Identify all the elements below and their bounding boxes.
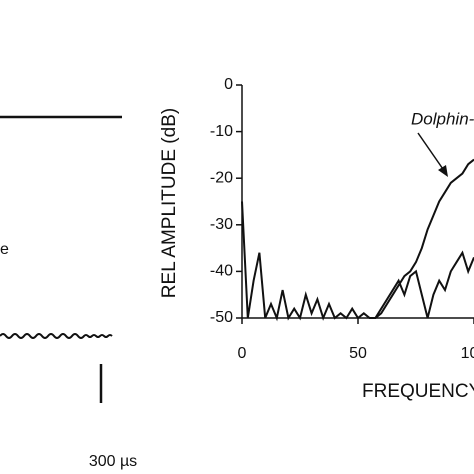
arrow [417,132,446,173]
x-tick-label: 50 [349,345,367,362]
y-tick-label: -30 [210,216,233,233]
y-tick-label: -50 [210,309,233,326]
waveform [0,333,113,339]
y-tick-label: -10 [210,123,233,140]
y-axis-label: REL AMPLITUDE (dB) [159,108,180,298]
series-line [241,201,474,322]
series-line [374,158,474,319]
x-tick-label: 100 [461,345,474,362]
y-tick-label: -40 [210,263,233,280]
scale-label: 300 µs [89,453,137,470]
panel-label: e [0,241,9,258]
annotation: Dolphin-like [411,109,474,128]
x-axis-label: FREQUENCY (kHz) [362,381,474,402]
y-tick-label: -20 [210,169,233,186]
y-tick-label: 0 [224,76,233,93]
arrow-head [438,165,448,177]
x-tick-label: 0 [238,345,247,362]
